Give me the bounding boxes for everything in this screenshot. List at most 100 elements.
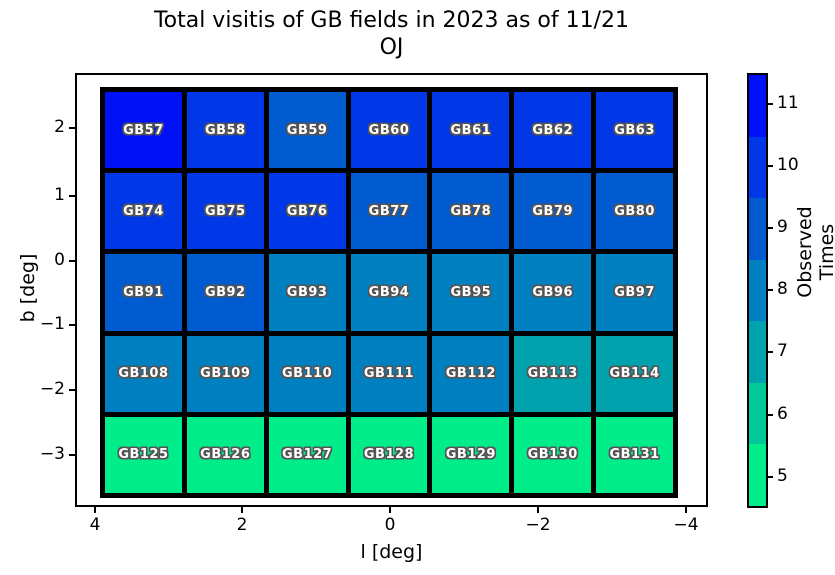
- colorbar-tick-mark: [768, 289, 773, 291]
- grid-cell: GB60: [350, 92, 428, 169]
- x-tick-mark: [537, 507, 539, 513]
- x-tick-label: 2: [236, 515, 248, 535]
- grid-cell: GB108: [105, 335, 182, 412]
- colorbar-band: [749, 136, 766, 199]
- grid-cell: GB95: [432, 254, 510, 331]
- colorbar-tick-label: 10: [777, 155, 799, 175]
- colorbar-band: [749, 75, 766, 137]
- colorbar-band: [749, 259, 766, 322]
- cell-label: GB92: [204, 284, 246, 300]
- cell-label: GB80: [614, 203, 655, 219]
- colorbar-band: [749, 198, 766, 260]
- colorbar-tick-mark: [768, 351, 773, 353]
- grid-cell: GB109: [186, 335, 264, 412]
- cell-label: GB63: [614, 122, 655, 138]
- cell-label: GB62: [532, 122, 574, 138]
- colorbar-band: [749, 444, 766, 507]
- grid-cell: GB58: [186, 92, 264, 169]
- grid-cell: GB80: [596, 173, 673, 250]
- grid-cell: GB110: [268, 335, 346, 412]
- grid-cell: GB76: [268, 173, 346, 250]
- grid-cell: GB130: [514, 416, 592, 493]
- y-tick-label: 2: [54, 117, 65, 137]
- colorbar-tick-mark: [768, 414, 773, 416]
- x-tick-label: −2: [525, 515, 551, 535]
- cell-label: GB130: [527, 447, 578, 463]
- grid-cell: GB93: [268, 254, 346, 331]
- cell-label: GB75: [204, 203, 246, 219]
- grid-cell: GB128: [350, 416, 428, 493]
- cell-label: GB96: [532, 284, 574, 300]
- y-tick-mark: [69, 324, 75, 326]
- grid-cell: GB77: [350, 173, 428, 250]
- y-tick-mark: [69, 127, 75, 129]
- colorbar-tick-label: 7: [777, 341, 788, 361]
- cell-label: GB126: [200, 447, 251, 463]
- cell-label: GB57: [123, 122, 164, 138]
- grid-cell: GB63: [596, 92, 673, 169]
- cell-label: GB58: [204, 122, 246, 138]
- cell-label: GB110: [282, 366, 333, 382]
- x-axis-label: l [deg]: [360, 541, 423, 563]
- colorbar-tick-mark: [768, 103, 773, 105]
- y-tick-label: −1: [39, 314, 65, 334]
- cell-label: GB93: [286, 284, 328, 300]
- colorbar-tick-mark: [768, 227, 773, 229]
- cell-label: GB79: [532, 203, 574, 219]
- y-tick-label: 1: [54, 185, 65, 205]
- grid-cell: GB126: [186, 416, 264, 493]
- x-tick-mark: [241, 507, 243, 513]
- y-tick-mark: [69, 195, 75, 197]
- cell-label: GB77: [368, 203, 410, 219]
- cell-label: GB113: [527, 366, 578, 382]
- y-tick-mark: [69, 389, 75, 391]
- y-tick-label: 0: [54, 250, 65, 270]
- x-tick-label: 0: [384, 515, 396, 535]
- cell-label: GB91: [123, 284, 164, 300]
- grid-cell: GB91: [105, 254, 182, 331]
- grid-cell: GB62: [514, 92, 592, 169]
- x-tick-mark: [685, 507, 687, 513]
- cell-label: GB74: [123, 203, 164, 219]
- grid-cell: GB61: [432, 92, 510, 169]
- grid-cell: GB78: [432, 173, 510, 250]
- cell-label: GB95: [450, 284, 492, 300]
- x-tick-label: 4: [89, 515, 101, 535]
- cell-label: GB61: [450, 122, 492, 138]
- grid-cell: GB92: [186, 254, 264, 331]
- grid-cell: GB114: [596, 335, 673, 412]
- grid-cell: GB74: [105, 173, 182, 250]
- field-grid: GB57 GB58 GB59 GB60 GB61 GB62 GB63 GB74 GB75 GB76…: [100, 87, 678, 498]
- cell-label: GB125: [118, 447, 169, 463]
- colorbar-tick-label: 8: [777, 279, 788, 299]
- grid-cell: GB127: [268, 416, 346, 493]
- colorbar-tick-mark: [768, 165, 773, 167]
- cell-label: GB60: [368, 122, 410, 138]
- grid-cell: GB57: [105, 92, 182, 169]
- cell-label: GB94: [368, 284, 410, 300]
- y-tick-mark: [69, 260, 75, 262]
- colorbar-tick-label: 5: [777, 466, 788, 486]
- colorbar-band: [749, 321, 766, 383]
- colorbar-band: [749, 382, 766, 445]
- y-tick-label: −3: [39, 444, 65, 464]
- cell-label: GB112: [445, 366, 496, 382]
- grid-cell: GB129: [432, 416, 510, 493]
- grid-cell: GB59: [268, 92, 346, 169]
- cell-label: GB131: [609, 447, 660, 463]
- grid-cell: GB112: [432, 335, 510, 412]
- cell-label: GB97: [614, 284, 655, 300]
- cell-label: GB59: [286, 122, 328, 138]
- colorbar-tick-label: 9: [777, 217, 788, 237]
- y-axis-label: b [deg]: [17, 253, 39, 323]
- y-tick-mark: [69, 454, 75, 456]
- x-tick-mark: [94, 507, 96, 513]
- colorbar: [747, 73, 768, 508]
- grid-cell: GB96: [514, 254, 592, 331]
- grid-cell: GB94: [350, 254, 428, 331]
- cell-label: GB111: [363, 366, 415, 382]
- cell-label: GB128: [363, 447, 415, 463]
- grid-cell: GB131: [596, 416, 673, 493]
- cell-label: GB127: [282, 447, 333, 463]
